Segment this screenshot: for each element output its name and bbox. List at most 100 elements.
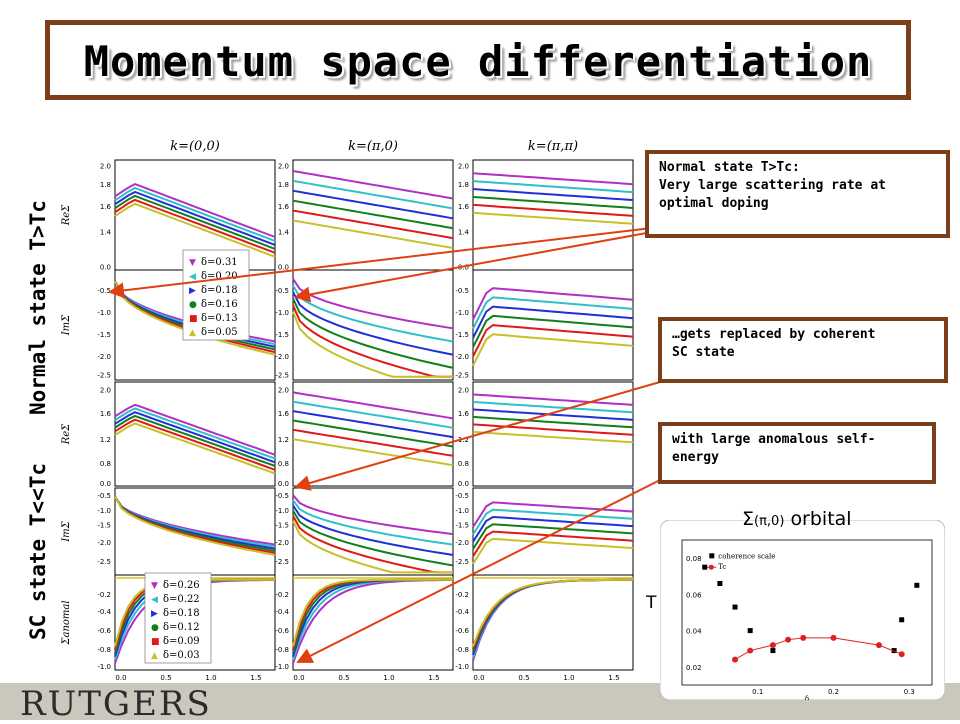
legend-normal-entry: δ=0.20 [201, 271, 238, 282]
y-tick-label: 2.0 [278, 163, 289, 171]
series-curve [114, 496, 276, 556]
y-tick-label: -1.0 [455, 507, 469, 515]
legend-normal-entry: δ=0.13 [201, 313, 238, 324]
y-tick-label: 1.6 [278, 410, 290, 418]
y-tick-label: -2.0 [275, 539, 289, 547]
y-tick-label: 1.6 [100, 410, 112, 418]
y-tick-label: 0.0 [278, 264, 289, 272]
series-curve [114, 403, 276, 456]
row-ylabel: ReΣ [61, 423, 72, 445]
inset-title: Σ(π,0) orbital [742, 508, 852, 530]
y-tick-label: 0.0 [100, 264, 111, 272]
legend-sc-frame [144, 572, 212, 664]
y-tick-label: -1.0 [275, 507, 289, 515]
inset-y-tick: 0.06 [686, 591, 702, 599]
x-tick-label: 0.0 [293, 674, 304, 682]
legend-normal-marker: ▶ [189, 286, 196, 296]
tc-line [734, 637, 902, 661]
callout-line: energy [672, 450, 719, 465]
y-tick-label: 2.0 [100, 163, 111, 171]
y-tick-label: 0.0 [100, 480, 111, 488]
coherence-point [891, 648, 897, 654]
legend-normal-marker: ▲ [189, 328, 196, 338]
y-tick-label: -2.0 [97, 353, 111, 361]
legend-normal-entry: δ=0.05 [201, 327, 238, 338]
series-curve [292, 278, 454, 330]
y-tick-label: -1.5 [97, 331, 111, 339]
inset-t-label: T [646, 593, 657, 613]
legend-sc-marker: ▼ [151, 581, 158, 591]
y-tick-label: 1.6 [458, 203, 470, 211]
series-curve [472, 324, 634, 357]
y-tick-label: -0.2 [455, 591, 469, 599]
y-tick-label: -0.4 [275, 608, 289, 616]
legend-sc-marker: ▲ [151, 651, 158, 661]
legend-normal-marker: ◀ [189, 272, 196, 282]
y-tick-label: 1.6 [100, 203, 112, 211]
legend-normal-entry: δ=0.16 [201, 299, 238, 310]
series-curve [292, 179, 454, 210]
callout-line: …gets replaced by coherent [672, 327, 876, 342]
y-tick-label: 0.8 [100, 460, 111, 468]
y-tick-label: -1.0 [97, 309, 111, 317]
y-tick-label: -1.0 [455, 663, 469, 671]
series-curve [114, 418, 276, 471]
tc-point [769, 642, 776, 649]
series-curve [114, 422, 276, 475]
orbital-word: orbital [790, 508, 852, 530]
series-curve [292, 311, 453, 378]
y-tick-label: -1.0 [97, 663, 111, 671]
legend-sc-marker: ● [151, 623, 159, 633]
series-curve [292, 284, 454, 343]
y-tick-label: -2.5 [455, 372, 469, 380]
y-tick-label: -2.5 [97, 372, 111, 380]
series-curve [472, 203, 634, 217]
y-tick-label: 2.0 [100, 386, 111, 394]
inset-legend-marker [708, 564, 714, 570]
inset-x-label: δ [805, 695, 809, 700]
row-ylabel: ImΣ [61, 520, 72, 542]
inset-axes-frame [681, 539, 933, 686]
x-tick-label: 0.5 [518, 674, 529, 682]
y-tick-label: -0.8 [455, 646, 469, 654]
x-tick-label: 1.5 [608, 674, 619, 682]
y-tick-label: -1.0 [275, 309, 289, 317]
inset-x-tick: 0.2 [828, 688, 839, 696]
callout-line: SC state [672, 345, 735, 360]
panel-header: k=(π,π) [528, 139, 578, 154]
y-tick-label: -2.0 [455, 539, 469, 547]
panel-header: k=(0,0) [170, 139, 220, 154]
x-tick-label: 1.0 [563, 674, 574, 682]
coherence-point [702, 564, 708, 570]
series-curve [472, 188, 634, 201]
y-tick-label: -0.8 [97, 646, 111, 654]
side-label-sc: SC state T<<Tc [26, 462, 50, 640]
series-curve [114, 411, 276, 464]
callout-line: Normal state T>Tc: [659, 160, 800, 175]
inset-legend-entry: Tc [718, 563, 726, 571]
y-tick-label: -1.5 [275, 522, 289, 530]
callout-line: optimal doping [659, 196, 769, 211]
coherence-point [717, 581, 723, 586]
series-curve [472, 172, 634, 186]
tc-point [732, 656, 739, 663]
y-tick-label: -2.0 [455, 353, 469, 361]
series-curve [472, 333, 634, 367]
y-tick-label: -1.5 [97, 522, 111, 530]
series-curve [472, 314, 634, 348]
y-tick-label: -1.5 [455, 331, 469, 339]
series-curve [472, 196, 634, 209]
panel-header: k=(π,0) [348, 139, 398, 154]
y-tick-label: -0.4 [455, 608, 469, 616]
series-curve [472, 211, 634, 225]
legend-sc-entry: δ=0.26 [163, 580, 200, 591]
series-curve [292, 189, 454, 220]
y-tick-label: -1.0 [275, 663, 289, 671]
callout-line: with large anomalous self- [672, 432, 876, 447]
series-curve [472, 305, 634, 339]
tc-point [747, 647, 754, 654]
y-tick-label: 1.2 [100, 436, 111, 444]
y-tick-label: 0.0 [458, 264, 469, 272]
tc-point [898, 651, 905, 658]
y-tick-label: -2.5 [97, 558, 111, 566]
